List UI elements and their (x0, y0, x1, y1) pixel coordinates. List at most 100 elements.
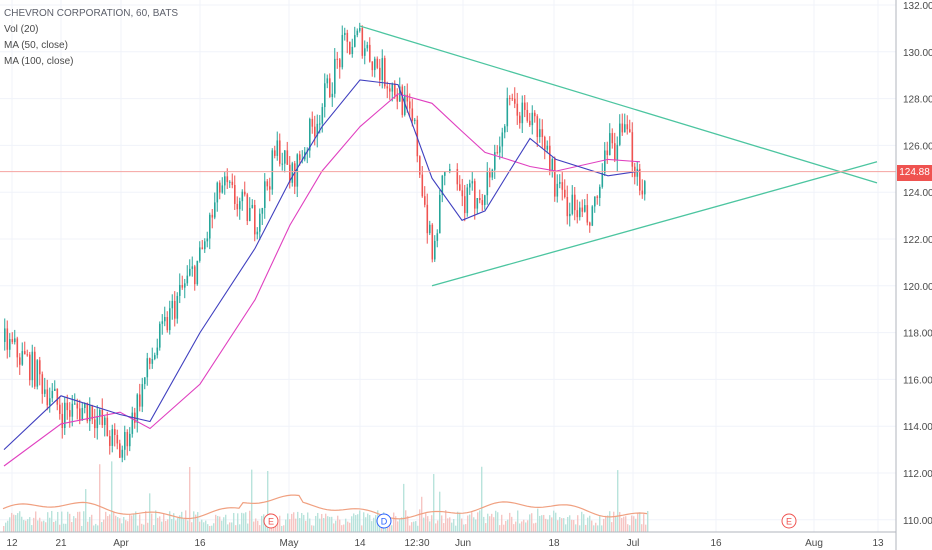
volume-bar (175, 520, 177, 532)
volume-bar (329, 516, 331, 532)
candle-body (214, 202, 216, 218)
volume-bar (395, 516, 397, 532)
volume-bar (629, 525, 631, 532)
volume-bar (453, 519, 455, 532)
volume-bar (633, 516, 635, 532)
candle-body (581, 207, 584, 212)
candle-body (149, 358, 151, 364)
volume-bar (105, 511, 107, 532)
candle-body (471, 181, 474, 184)
volume-bar (43, 520, 45, 532)
volume-bar (41, 521, 43, 532)
volume-bar (91, 514, 93, 532)
volume-bar (121, 523, 123, 532)
indicator-ma100[interactable]: MA (100, close) (4, 56, 74, 67)
candle-body (339, 59, 341, 68)
candle-body (66, 402, 69, 411)
candle-body (456, 168, 459, 185)
candle-body (596, 196, 599, 198)
volume-bar (491, 513, 493, 532)
volume-bar (71, 522, 73, 532)
volume-bar (301, 512, 303, 532)
volume-bar (575, 524, 577, 532)
candle-body (166, 317, 169, 331)
candle-body (156, 347, 159, 356)
volume-bar (37, 520, 39, 532)
candle-body (371, 61, 374, 71)
indicator-ma50[interactable]: MA (50, close) (4, 40, 68, 51)
candle-body (501, 132, 504, 147)
candle-body (541, 129, 544, 138)
volume-bar (647, 511, 649, 532)
candle-body (121, 449, 124, 458)
candle-body (336, 58, 339, 60)
candle-body (374, 58, 376, 71)
candle-body (11, 339, 14, 343)
volume-bar (359, 510, 361, 532)
volume-bar (551, 517, 553, 532)
candle-body (69, 410, 71, 417)
volume-bar (425, 513, 427, 532)
volume-bar (181, 511, 183, 532)
volume-bar (323, 518, 325, 532)
candle-body (486, 171, 489, 196)
candle-body (614, 143, 616, 161)
volume-bar (335, 520, 337, 532)
volume-bar (337, 515, 339, 532)
volume-bar (7, 520, 9, 532)
volume-bar (615, 516, 617, 532)
volume-bar (429, 521, 431, 532)
candle-body (586, 205, 589, 223)
volume-bar (297, 511, 299, 532)
volume-bar (605, 515, 607, 532)
candle-body (439, 194, 441, 234)
candle-body (269, 186, 271, 190)
candle-body (616, 144, 619, 161)
volume-bar (143, 524, 145, 532)
candle-body (209, 214, 211, 239)
volume-bar (533, 523, 535, 532)
candle-body (524, 102, 526, 110)
time-axis-label: 16 (710, 538, 722, 549)
dividend-marker[interactable]: D (376, 513, 392, 529)
candle-body (79, 408, 81, 421)
volume-bar (599, 516, 601, 532)
candle-body (436, 233, 439, 241)
candle-body (629, 129, 631, 133)
indicator-volume[interactable]: Vol (20) (4, 24, 39, 35)
candle-body (414, 119, 416, 121)
volume-bar (461, 518, 463, 532)
volume-bar (277, 520, 279, 532)
volume-bar (617, 470, 619, 532)
volume-bar (347, 521, 349, 532)
earnings-marker[interactable]: E (781, 513, 797, 529)
candle-body (389, 88, 391, 92)
volume-bar (263, 514, 265, 532)
candle-body (176, 295, 179, 319)
price-axis-label: 122.00 (903, 235, 932, 246)
volume-bar (229, 522, 231, 532)
candle-body (4, 328, 6, 342)
volume-bar (309, 518, 311, 532)
candle-body (144, 377, 146, 385)
current-price-tag: 124.88 (897, 165, 932, 181)
candle-body (51, 390, 54, 399)
volume-bar (465, 524, 467, 532)
volume-bar (199, 521, 201, 532)
volume-bar (459, 512, 461, 532)
candle-body (124, 432, 126, 450)
volume-bar (433, 474, 435, 532)
candle-body (141, 384, 144, 407)
volume-bar (203, 522, 205, 532)
volume-bar (75, 518, 77, 532)
candle-body (289, 164, 291, 183)
ma50-line (3, 79, 641, 450)
candle-body (326, 78, 329, 84)
earnings-marker[interactable]: E (263, 513, 279, 529)
volume-bar (97, 525, 99, 532)
candle-body (476, 198, 479, 209)
candle-body (511, 98, 514, 100)
volume-bar (643, 514, 645, 532)
volume-bar (59, 524, 61, 532)
